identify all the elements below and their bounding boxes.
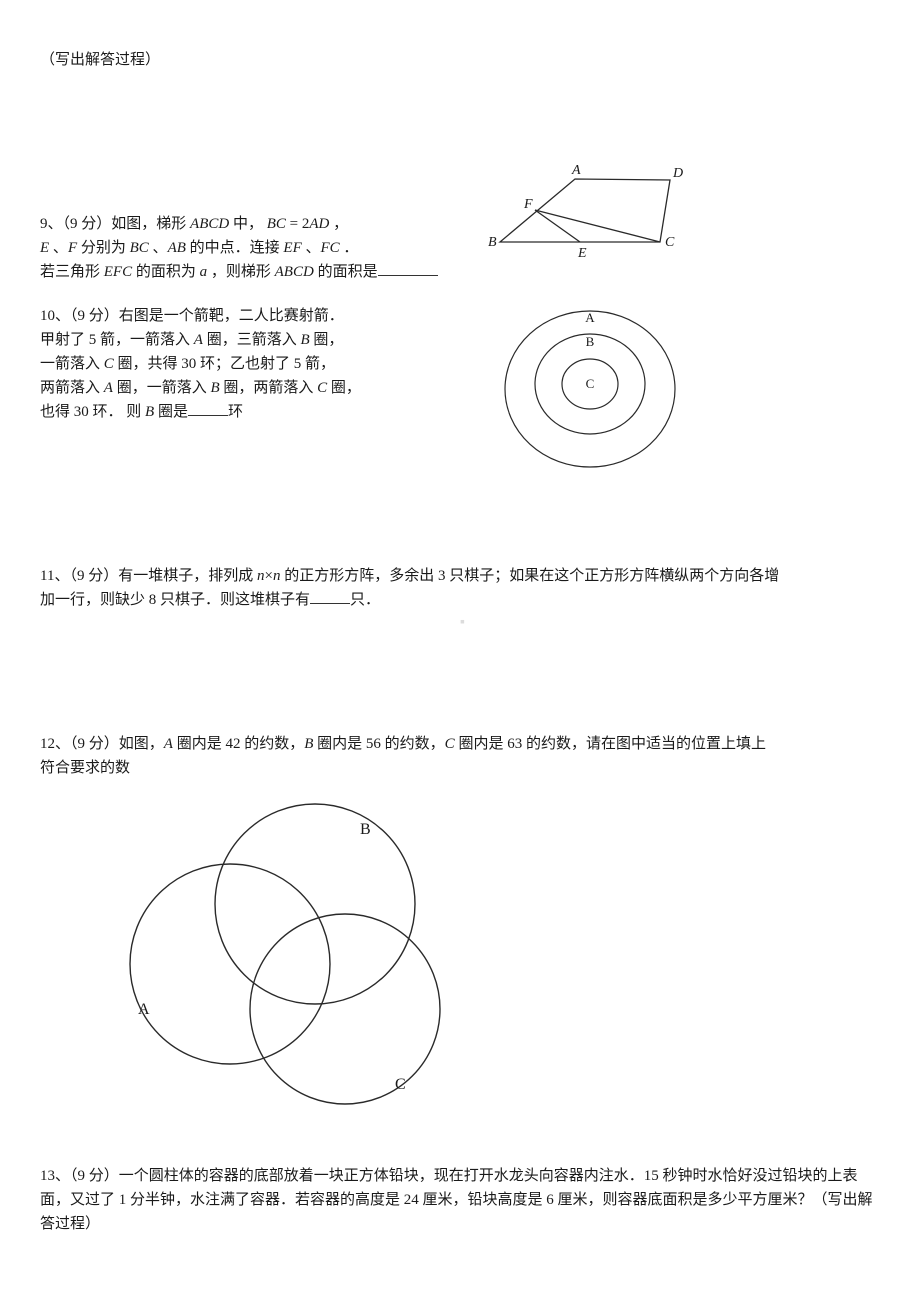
q9-t1: 如图，梯形: [111, 216, 190, 232]
q9-num: 9、: [40, 216, 63, 232]
q12-t2: 圈内是 56 的约数，: [313, 736, 444, 752]
svg-text:E: E: [577, 246, 587, 261]
q9-EFC2: EFC: [104, 264, 132, 280]
q10-t1: 右图是一个箭靶，二人比赛射箭．: [119, 308, 344, 324]
q11-num: 11、: [40, 568, 69, 584]
q12-t1b: 圈内是 42 的约数，: [173, 736, 304, 752]
q9-t3: ，: [329, 216, 348, 232]
q10-pts: （9 分）: [70, 308, 119, 324]
svg-text:C: C: [586, 376, 595, 391]
q10-l4b: 圈，一箭落入: [113, 380, 211, 396]
svg-text:B: B: [488, 235, 497, 250]
q9-t2: 中，: [229, 216, 263, 232]
q13-num: 13、: [40, 1168, 70, 1184]
svg-text:A: A: [585, 310, 595, 325]
q10-C2: C: [317, 380, 327, 396]
q9-sep2: 、: [149, 240, 168, 256]
q10-l2b: 圈，三箭落入: [203, 332, 301, 348]
q9-EF: EF: [283, 240, 301, 256]
q9-abcd: ABCD: [190, 216, 229, 232]
q11-t4: 只．: [350, 592, 380, 608]
q11-t3: 加一行，则缺少 8 只棋子．则这堆棋子有: [40, 592, 310, 608]
q9-t6: ．: [340, 240, 359, 256]
q10-l2c: 圈，: [310, 332, 344, 348]
q11-blank: [310, 588, 350, 604]
svg-text:A: A: [138, 1001, 150, 1018]
q12-figure: A B C: [100, 784, 880, 1114]
svg-text:B: B: [586, 334, 595, 349]
q10-l5a: 也得 30 环． 则: [40, 404, 145, 420]
q9-eqM: = 2: [286, 216, 309, 232]
question-10: 10、（9 分）右图是一个箭靶，二人比赛射箭． 甲射了 5 箭，一箭落入 A 圈…: [40, 304, 880, 474]
q9-sep3: 、: [302, 240, 321, 256]
svg-text:F: F: [523, 197, 533, 212]
q9-figure: A D B C E F: [480, 162, 700, 272]
q9-eqR: AD: [309, 216, 329, 232]
q10-figure: A B C: [490, 294, 690, 474]
svg-text:C: C: [395, 1076, 406, 1093]
svg-text:D: D: [672, 166, 683, 181]
question-11: 11、（9 分）有一堆棋子，排列成 n×n 的正方形方阵，多余出 3 只棋子；如…: [40, 564, 880, 612]
q9-pts: （9 分）: [63, 216, 112, 232]
q10-blank: [188, 400, 228, 416]
q9-t8: 的面积为: [132, 264, 200, 280]
q10-l4d: 圈，: [327, 380, 361, 396]
q10-A2: A: [104, 380, 113, 396]
q10-l3b: 圈，共得 30 环；乙也射了 5 箭，: [114, 356, 335, 372]
question-13: 13、（9 分）一个圆柱体的容器的底部放着一块正方体铅块，现在打开水龙头向容器内…: [40, 1164, 880, 1236]
svg-text:B: B: [360, 821, 371, 838]
q9-AB: AB: [168, 240, 186, 256]
q10-l5c: 环: [228, 404, 243, 420]
q9-ABCD2: ABCD: [275, 264, 314, 280]
q10-B1: B: [300, 332, 309, 348]
q9-E: E: [40, 240, 49, 256]
q9-blank: [378, 260, 438, 276]
q9-t5: 的中点．连接: [186, 240, 284, 256]
q10-l4c: 圈，两箭落入: [220, 380, 318, 396]
q9-FC: FC: [321, 240, 340, 256]
header-note: （写出解答过程）: [40, 48, 880, 72]
q11-x: ×: [264, 568, 272, 584]
q9-BC: BC: [130, 240, 149, 256]
q9-t4: 分别为: [77, 240, 130, 256]
q12-t1: 如图，: [119, 736, 164, 752]
q9-a: a: [200, 264, 208, 280]
q9-t10: 的面积是: [314, 264, 378, 280]
q13-t: 一个圆柱体的容器的底部放着一块正方体铅块，现在打开水龙头向容器内注水．15 秒钟…: [40, 1168, 873, 1232]
svg-text:A: A: [571, 163, 581, 178]
q11-pts: （9 分）: [69, 568, 118, 584]
q12-A: A: [164, 736, 173, 752]
header-note-text: （写出解答过程）: [40, 52, 160, 68]
q12-pts: （9 分）: [70, 736, 119, 752]
q9-eqL: BC: [267, 216, 286, 232]
q10-B3: B: [145, 404, 154, 420]
q11-t2: 的正方形方阵，多余出 3 只棋子；如果在这个正方形方阵横纵两个方向各增: [280, 568, 779, 584]
question-12: 12、（9 分）如图，A 圈内是 42 的约数，B 圈内是 56 的约数，C 圈…: [40, 732, 880, 1114]
q10-A1: A: [194, 332, 203, 348]
q10-l5b: 圈是: [154, 404, 188, 420]
q10-l4a: 两箭落入: [40, 380, 104, 396]
q12-num: 12、: [40, 736, 70, 752]
q12-t4: 符合要求的数: [40, 760, 130, 776]
q10-l2a: 甲射了 5 箭，一箭落入: [40, 332, 194, 348]
q10-num: 10、: [40, 308, 70, 324]
q11-t1: 有一堆棋子，排列成: [118, 568, 257, 584]
q10-l3a: 一箭落入: [40, 356, 104, 372]
q10-C1: C: [104, 356, 114, 372]
question-9: 9、（9 分）如图，梯形 ABCD 中， BC = 2AD ， E 、F 分别为…: [40, 212, 880, 284]
q12-C: C: [445, 736, 455, 752]
q12-t3: 圈内是 63 的约数，请在图中适当的位置上填上: [455, 736, 766, 752]
svg-text:C: C: [665, 235, 675, 250]
q13-pts: （9 分）: [70, 1168, 119, 1184]
q9-t7: 若三角形: [40, 264, 104, 280]
q9-sep1: 、: [49, 240, 68, 256]
q9-F: F: [68, 240, 77, 256]
q10-B2: B: [210, 380, 219, 396]
q9-t9: ，则梯形: [207, 264, 275, 280]
